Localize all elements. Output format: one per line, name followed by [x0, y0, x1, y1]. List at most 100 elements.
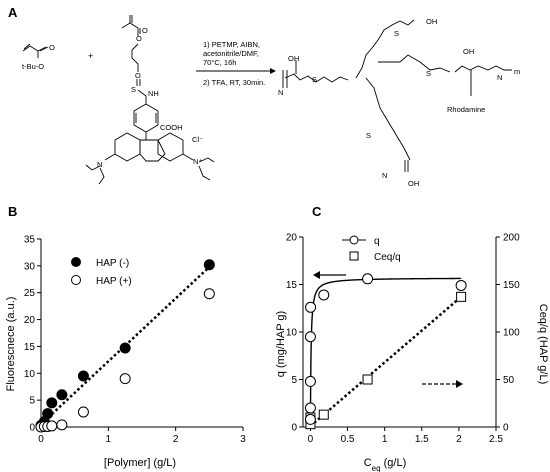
panel-c-xlabel-sub: eq [372, 464, 381, 472]
hap-minus-point [46, 397, 58, 409]
panel-c-points [304, 273, 467, 430]
hap-minus-point [119, 342, 131, 354]
chloride-label: Cl⁻ [192, 135, 203, 144]
legend-ceq-q-label: Ceq/q [374, 252, 401, 263]
product-m-label: m [514, 67, 520, 76]
panel-c-xlabel-main: C [364, 457, 372, 469]
amine-n-label: N [97, 160, 102, 169]
panel-c-x-tick-label: 1 [382, 434, 388, 445]
panel-b-y-tick-label: 35 [24, 235, 36, 246]
panel-c-right-tick-label: 150 [503, 280, 520, 291]
panel-a-letter: A [8, 5, 18, 20]
panel-c-xlabel-unit: (g/L) [381, 457, 407, 469]
star-polymer-structure [282, 19, 512, 172]
product-n-label-2: N [497, 73, 502, 82]
carbonyl-oxygen-label: O [142, 26, 148, 35]
panel-c-x-tick-label: 0 [308, 434, 314, 445]
panel-b-y-tick-label: 20 [24, 315, 36, 326]
panel-c-right-tick-label: 200 [503, 233, 520, 244]
q-fit-curve [309, 277, 462, 427]
ceq-q-point [318, 409, 329, 420]
panel-c-left-tick-label: 5 [291, 375, 297, 386]
condition-step-1c: 70°C, 16h [203, 58, 236, 67]
iminium-n-label: N⁺ [193, 157, 202, 166]
product-n-label-3: N [382, 171, 387, 180]
panel-b-x-tick-label: 0 [38, 434, 44, 445]
product-s-label-2: S [394, 29, 399, 38]
reaction-arrowhead [270, 68, 276, 74]
hap-plus-point [203, 288, 215, 300]
condition-step-2: 2) TFA, RT, 30min. [203, 78, 265, 87]
panel-b-y-tick-label: 0 [29, 423, 35, 434]
panel-b-points [35, 259, 215, 433]
linker-oxygen-label: O [135, 71, 141, 80]
reactant-1-label: t-Bu-O [22, 62, 44, 71]
ester-oxygen-label: O [136, 34, 142, 43]
panel-b-x-tick-label: 2 [173, 434, 179, 445]
hap-minus-point [203, 259, 215, 271]
condition-step-1b: acetonitrile/DMF, [203, 49, 259, 58]
q-point [304, 331, 316, 343]
product-n-label-1: N [278, 88, 283, 97]
panel-c-x-tick-label: 2 [456, 434, 462, 445]
panel-c-fits [309, 277, 462, 427]
hap-minus-point [42, 408, 54, 420]
legend-hap-plus-marker [71, 275, 81, 285]
panel-b-y-tick-label: 10 [24, 369, 36, 380]
t-butyl-acrylate-structure [22, 43, 49, 58]
hap-plus-point [56, 419, 68, 431]
panel-b-x-tick-label: 3 [240, 434, 246, 445]
product-s-label-3: S [426, 69, 431, 78]
panel-b-letter: B [8, 204, 17, 219]
panel-b-x-tick-label: 1 [106, 434, 112, 445]
legend-ceq-q-marker [349, 251, 359, 261]
q-point [304, 402, 316, 414]
rhodamine-monomer-structure [85, 15, 215, 185]
legend-q-marker [349, 235, 359, 245]
panel-b-y-tick-label: 5 [29, 396, 35, 407]
legend-hap-plus-label: HAP (+) [96, 276, 132, 287]
panel-c-right-tick-label: 50 [503, 375, 515, 386]
nh-label: NH [148, 89, 159, 98]
ceq-q-point [362, 374, 373, 385]
panel-b-y-tick-label: 15 [24, 342, 36, 353]
panel-c-left-tick-label: 15 [286, 280, 298, 291]
panel-b-y-tick-label: 30 [24, 261, 36, 272]
q-point [318, 289, 330, 301]
condition-step-1: 1) PETMP, AIBN, [203, 40, 260, 49]
hap-minus-point [77, 370, 89, 382]
panel-b-legend: HAP (-) HAP (+) [71, 257, 132, 287]
panel-c-right-tick-label: 0 [503, 423, 509, 434]
panel-b-xlabel: [Polymer] (g/L) [104, 457, 176, 469]
legend-hap-minus-label: HAP (-) [96, 258, 129, 269]
product-s-label-1: S [312, 75, 317, 84]
panel-b-y-tick-label: 25 [24, 288, 36, 299]
panel-b-ylabel: Fluorescnece (a.u.) [5, 297, 17, 392]
ceq-q-point [456, 291, 467, 302]
panel-c-ylabel-right: Ceq/q (HAP g/L) [537, 304, 549, 385]
hap-minus-point [56, 389, 68, 401]
rhodamine-label: Rhodamine [447, 105, 485, 114]
oxygen-label: O [49, 43, 55, 52]
product-oh-label-3: OH [463, 47, 474, 56]
panel-c-left-tick-label: 0 [291, 423, 297, 434]
panel-c-x-tick-label: 0.5 [341, 434, 355, 445]
product-oh-label-1: OH [288, 54, 299, 63]
panel-c-left-tick-label: 10 [286, 328, 298, 339]
product-oh-label-4: OH [408, 179, 419, 188]
panel-c-legend: q Ceq/q [342, 235, 401, 263]
panel-c-right-tick-label: 100 [503, 328, 520, 339]
product-oh-label-2: OH [426, 17, 437, 26]
q-point [362, 273, 374, 285]
panel-c-arrows [313, 271, 463, 388]
panel-c-letter: C [312, 204, 322, 219]
panel-c-ylabel-left: q (mg/HAP g) [275, 311, 287, 377]
cooh-label: COOH [160, 123, 183, 132]
panel-c-left-tick-label: 20 [286, 233, 298, 244]
hap-plus-point [119, 373, 131, 385]
ceq-q-fit-line [309, 295, 462, 427]
